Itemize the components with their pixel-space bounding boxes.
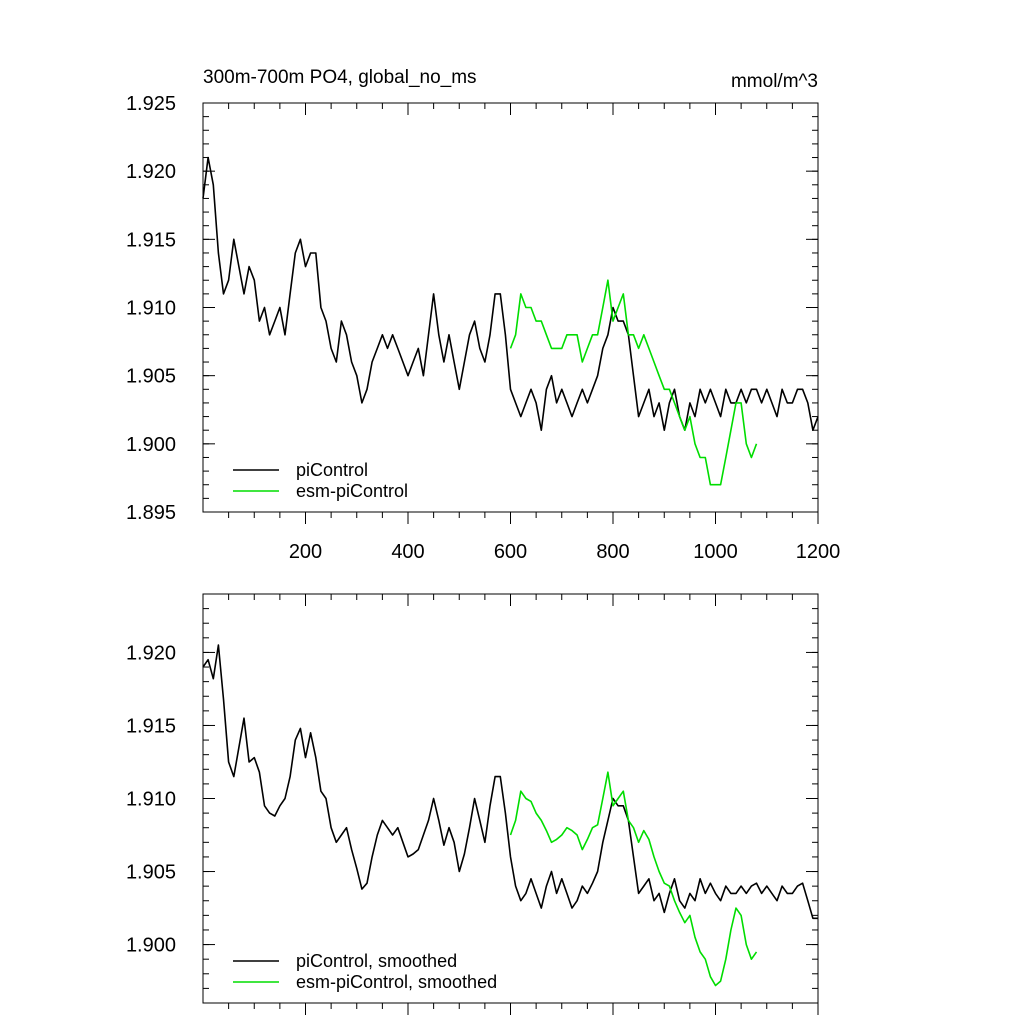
y-tick-label: 1.900 (126, 935, 176, 957)
legend-label-1: esm-piControl (296, 481, 408, 501)
plot-frame (202, 102, 819, 513)
y-tick-label: 1.925 (126, 93, 176, 115)
x-tick-label: 1000 (693, 541, 738, 563)
series-line-1 (509, 771, 758, 987)
x-tick-label: 600 (494, 541, 527, 563)
y-tick-label: 1.915 (126, 229, 176, 251)
x-tick-label: 200 (289, 541, 322, 563)
bottom-panel: 1.900 1.905 1.910 1.915 1.920 piControl, smoo… (126, 593, 819, 1015)
x-tick-label: 800 (596, 541, 629, 563)
chart-title: 300m-700m PO4, global_no_ms (203, 67, 477, 88)
units-label: mmol/m^3 (731, 71, 818, 92)
y-tick-label: 1.905 (126, 366, 176, 388)
y-tick-label: 1.915 (126, 715, 176, 737)
y-tick-label: 1.905 (126, 862, 176, 884)
y-tick-label: 1.920 (126, 642, 176, 664)
y-tick-label: 1.900 (126, 434, 176, 456)
top-panel: 1.895 1.900 1.905 1.910 1.915 1.920 1.925 200 40… (126, 67, 840, 563)
y-tick-label: 1.910 (126, 789, 176, 811)
x-tick-label: 400 (391, 541, 424, 563)
series-line-0 (202, 644, 818, 920)
y-tick-label: 1.895 (126, 502, 176, 524)
plot-frame (202, 593, 819, 1004)
legend-label-0: piControl (296, 460, 368, 480)
y-tick-label: 1.910 (126, 298, 176, 320)
legend-label-1: esm-piControl, smoothed (296, 972, 497, 992)
x-tick-label: 1200 (796, 541, 841, 563)
legend-label-0: piControl, smoothed (296, 951, 457, 971)
y-tick-label: 1.920 (126, 161, 176, 183)
series-line-0 (202, 156, 819, 431)
series-line-1 (509, 279, 758, 486)
